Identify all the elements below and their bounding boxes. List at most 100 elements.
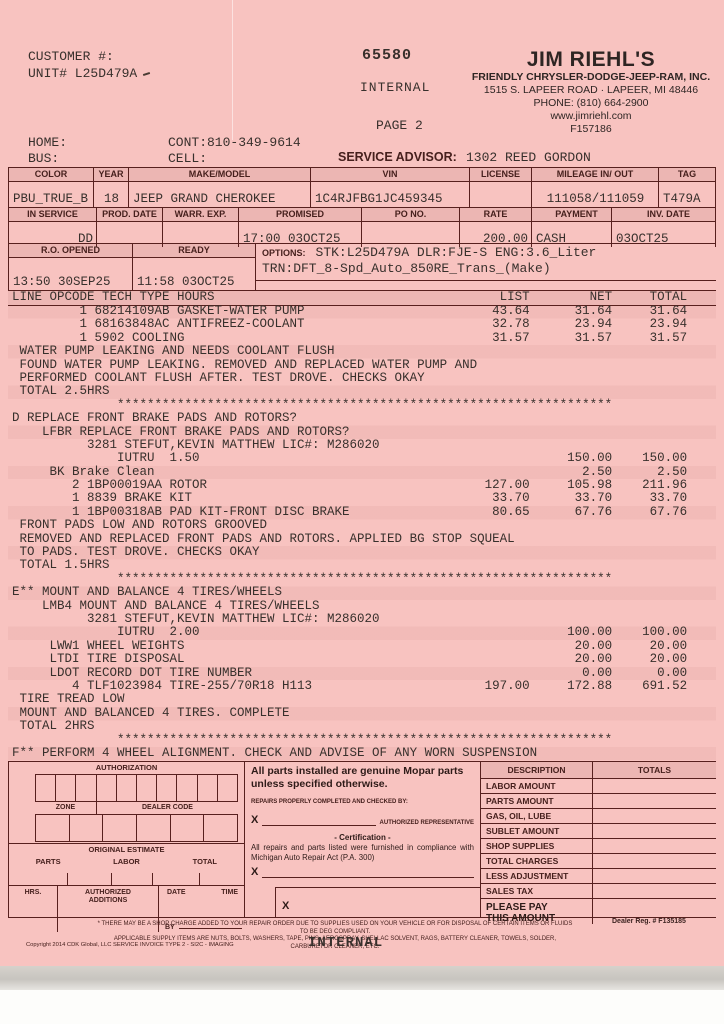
rate-value: 200.00 [460, 222, 532, 247]
authorized-rep-signature: X AUTHORIZED REPRESENTATIVE [251, 814, 474, 826]
totals-header: TOTALS [637, 765, 672, 775]
time-label: TIME [221, 889, 238, 896]
zone-label: ZONE [35, 802, 97, 814]
ready-cell: READY 11:58 03OCT25 [133, 243, 256, 290]
line-items-body: 1 68214109AB GASKET-WATER PUMP 43.64 31.… [8, 304, 716, 761]
vehicle-value-row2: DD 17:00 03OCT25 200.00 CASH 03OCT25 [8, 222, 716, 247]
col-promised: PROMISED [239, 208, 362, 221]
options-line2: TRN:DFT_8-Spd_Auto_850RE_Trans_(Make) [262, 261, 551, 276]
col-po-no: PO NO. [362, 208, 460, 221]
invoice-line: 1 8839 BRAKE KIT 33.70 33.70 33.70 [12, 491, 688, 506]
invoice-line: IUTRU 1.50 150.00 150.00 [12, 451, 688, 466]
invoice-line: 1 1BP00318AB PAD KIT-FRONT DISC BRAKE 80… [12, 504, 688, 519]
invoice-line: 1 5902 COOLING 31.57 31.57 31.57 [12, 330, 688, 345]
invoice-line: ****************************************… [12, 571, 613, 586]
invoice-line: LMB4 MOUNT AND BALANCE 4 TIRES/WHEELS [12, 598, 320, 613]
col-tag: TAG [659, 168, 716, 181]
page-number: PAGE 2 [376, 118, 423, 133]
po-no-value [362, 222, 460, 247]
totals-row-value [593, 824, 716, 838]
promised-value: 17:00 03OCT25 [239, 222, 362, 247]
payment-value: CASH [532, 222, 612, 247]
ro-opened-cell: R.O. OPENED 13:50 30SEP25 [8, 243, 133, 290]
invoice-line: TOTAL 1.5HRS [12, 558, 110, 573]
totals-header-row: DESCRIPTION TOTALS [481, 762, 716, 779]
dealer-reg-number: Dealer Reg. # F135185 [612, 918, 686, 925]
totals-row-label: SUBLET AMOUNT [481, 824, 593, 838]
col-prod-date: PROD. DATE [97, 208, 163, 221]
invoice-line: E** MOUNT AND BALANCE 4 TIRES/WHEELS [12, 585, 283, 600]
col-vin: VIN [311, 168, 470, 181]
certification-text: All repairs and parts listed were furnis… [251, 843, 474, 862]
invoice-line: REMOVED AND REPLACED FRONT PADS AND ROTO… [12, 531, 515, 546]
line-items-header: LINE OPCODE TECH TYPE HOURS LIST NET TOT… [12, 290, 688, 304]
totals-rows: LABOR AMOUNT PARTS AMOUNT GAS, OIL, LUBE [481, 779, 716, 899]
totals-row: SUBLET AMOUNT [481, 824, 716, 839]
cell-label: CELL: [168, 151, 208, 166]
totals-row: LESS ADJUSTMENT [481, 869, 716, 884]
totals-row-label: PARTS AMOUNT [481, 794, 593, 808]
contact-phone: CONT:810-349-9614 [168, 135, 301, 150]
dealer-subtitle: FRIENDLY CHRYSLER-DODGE-JEEP-RAM, INC. [471, 71, 711, 83]
invoice-line: LFBR REPLACE FRONT BRAKE PADS AND ROTORS… [12, 424, 350, 439]
invoice-line: IUTRU 2.00 100.00 100.00 [12, 625, 688, 640]
invoice-line: WATER PUMP LEAKING AND NEEDS COOLANT FLU… [12, 344, 335, 359]
hrs-label: HRS. [9, 886, 58, 932]
date-time-cell: DATE TIME BY [159, 886, 244, 932]
totals-row: PARTS AMOUNT [481, 794, 716, 809]
vehicle-value-row1: PBU_TRUE_B 18 JEEP GRAND CHEROKEE 1C4RJF… [8, 182, 716, 207]
parts-labor-total-labels: PARTS LABOR TOTAL [9, 856, 244, 867]
by-label: BY [165, 924, 175, 931]
totals-row-label: LABOR AMOUNT [481, 779, 593, 793]
mopar-statement: All parts installed are genuine Mopar pa… [251, 765, 464, 790]
invoice-line: PERFORMED COOLANT FLUSH AFTER. TEST DROV… [12, 370, 425, 385]
totals-row: GAS, OIL, LUBE [481, 809, 716, 824]
col-color: COLOR [8, 168, 94, 181]
make-model-value: JEEP GRAND CHEROKEE [129, 182, 311, 207]
invoice-paper: CUSTOMER #: UNIT# L25D479A 65580 INTERNAL… [0, 0, 724, 966]
mopar-certification-box: All parts installed are genuine Mopar pa… [245, 762, 481, 917]
vehicle-table-band3: R.O. OPENED 13:50 30SEP25 READY 11:58 03… [8, 243, 716, 290]
ro-opened-value: 13:50 30SEP25 [13, 275, 111, 289]
invoice-line: FOUND WATER PUMP LEAKING. REMOVED AND RE… [12, 357, 478, 372]
dealer-code: F157186 [570, 123, 612, 135]
invoice-line: 1 68214109AB GASKET-WATER PUMP 43.64 31.… [12, 304, 688, 318]
totals-row: SALES TAX [481, 884, 716, 899]
labor-label: LABOR [113, 857, 140, 866]
totals-row-label: TOTAL CHARGES [481, 854, 593, 868]
inv-date-value: 03OCT25 [612, 222, 716, 247]
pen-mark [143, 71, 151, 76]
col-license: LICENSE [470, 168, 532, 181]
col-warr-exp: WARR. EXP. [163, 208, 239, 221]
invoice-line: ****************************************… [12, 397, 613, 412]
invoice-line: BK Brake Clean 2.50 2.50 [12, 464, 688, 479]
dealer-phone: PHONE: (810) 664-2900 [533, 97, 649, 109]
total-label: TOTAL [192, 857, 217, 866]
vehicle-table-band1: COLOR YEAR MAKE/MODEL VIN LICENSE MILEAG… [8, 167, 716, 247]
col-mileage: MILEAGE IN/ OUT [532, 168, 659, 181]
invoice-line: TOTAL 2HRS [12, 719, 95, 734]
vehicle-header-row2: IN SERVICE PROD. DATE WARR. EXP. PROMISE… [8, 207, 716, 222]
totals-row-value [593, 779, 716, 793]
tag-value: T479A [659, 182, 716, 207]
parts-label: PARTS [35, 857, 61, 866]
signature-line [262, 815, 376, 826]
color-value: PBU_TRUE_B [8, 182, 94, 207]
totals-row-label: SHOP SUPPLIES [481, 839, 593, 853]
ready-value: 11:58 03OCT25 [137, 275, 235, 289]
options-line1: STK:L25D479A DLR:FJE-S ENG:3.6_Liter [315, 245, 597, 260]
shop-charge-footnote: * THERE MAY BE A SHOP CHARGE ADDED TO YO… [97, 921, 573, 950]
invoice-line: TO PADS. TEST DROVE. CHECKS OKAY [12, 545, 260, 560]
options-cell: OPTIONS: STK:L25D479A DLR:FJE-S ENG:3.6_… [256, 243, 716, 281]
checked-by-label: REPAIRS PROPERLY COMPLETED AND CHECKED B… [251, 799, 408, 805]
dealer-name: JIM RIEHL'S [526, 48, 656, 71]
invoice-line: TIRE TREAD LOW [12, 692, 125, 707]
vin-value: 1C4RJFBG1JC459345 [311, 182, 470, 207]
totals-row-value [593, 839, 716, 853]
please-pay-label: PLEASE PAY THIS AMOUNT [481, 899, 593, 924]
customer-block: CUSTOMER #: UNIT# L25D479A [28, 48, 151, 82]
col-in-service: IN SERVICE [8, 208, 97, 221]
original-estimate-label: ORIGINAL ESTIMATE [9, 843, 244, 856]
totals-row-value [593, 869, 716, 883]
